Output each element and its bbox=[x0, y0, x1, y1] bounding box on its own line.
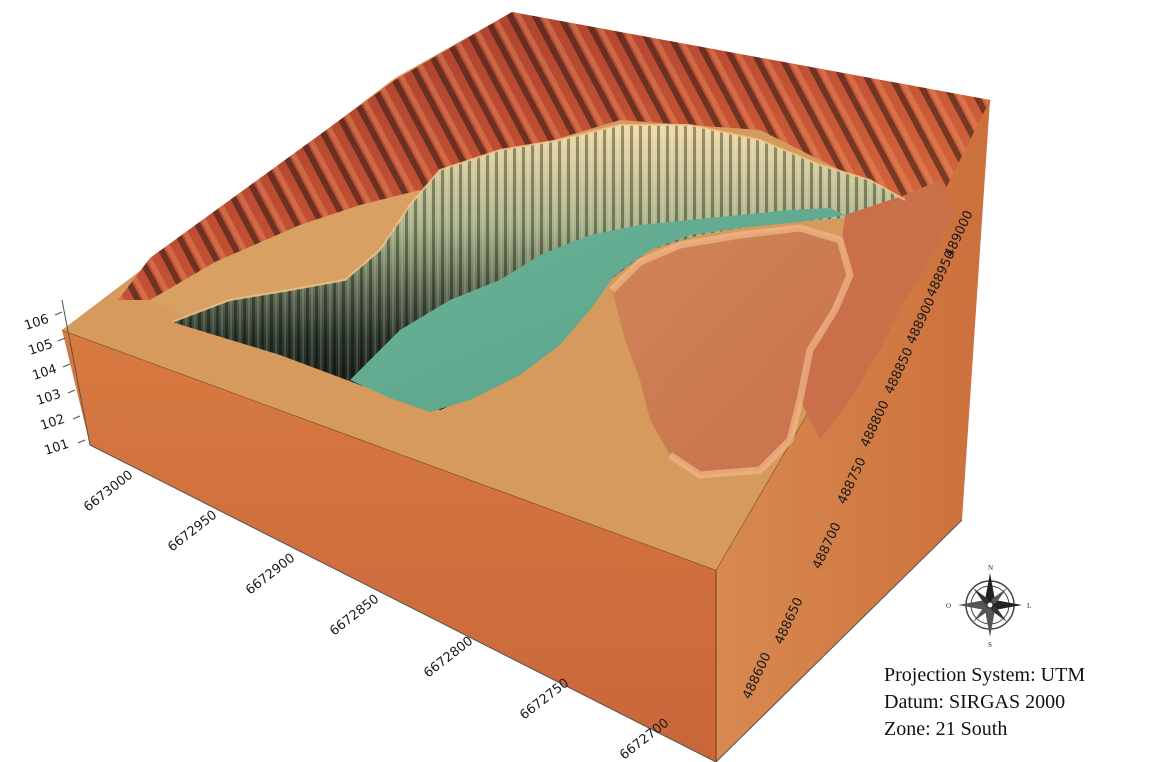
datum-text: Datum: SIRGAS 2000 bbox=[884, 691, 1066, 713]
compass-east-label: L bbox=[1027, 602, 1031, 610]
zone-text: Zone: 21 South bbox=[884, 718, 1008, 740]
elevation-tick bbox=[57, 337, 66, 342]
northing-tick-label: 6672850 bbox=[327, 592, 382, 639]
northing-tick-label: 6672750 bbox=[517, 676, 572, 723]
terrace-shading bbox=[118, 12, 990, 300]
projection-system-text: Projection System: UTM bbox=[884, 664, 1086, 686]
lowland-rim-highlight bbox=[609, 224, 854, 479]
elevation-tick-label: 102 bbox=[39, 412, 67, 434]
northing-tick-label: 6673000 bbox=[81, 468, 136, 515]
elevation-tick-label: 105 bbox=[27, 337, 55, 359]
elevation-axis: 106 105 104 103 102 101 bbox=[23, 299, 91, 459]
elevation-tick-label: 104 bbox=[31, 362, 59, 384]
lowland-right bbox=[612, 228, 850, 475]
elevation-tick bbox=[77, 439, 86, 444]
elevation-tick-label: 106 bbox=[23, 312, 51, 334]
elevation-tick-label: 103 bbox=[35, 387, 63, 409]
lowland-far-right bbox=[800, 180, 955, 440]
elevation-tick-label: 101 bbox=[43, 437, 71, 459]
left-plateau bbox=[150, 190, 440, 315]
compass-west-label: O bbox=[946, 602, 951, 610]
elevation-tick bbox=[54, 311, 63, 316]
elevation-tick bbox=[72, 415, 81, 420]
compass-north-label: N bbox=[988, 564, 993, 572]
northing-tick-label: 6672800 bbox=[421, 634, 476, 681]
elevation-tick bbox=[67, 389, 76, 394]
compass-rose-icon: N S O L bbox=[946, 564, 1031, 649]
projection-info: Projection System: UTM Datum: SIRGAS 200… bbox=[884, 662, 1085, 743]
pit-rim-edge bbox=[171, 124, 906, 323]
pit-floor-water bbox=[350, 208, 845, 412]
elevation-tick bbox=[62, 363, 71, 368]
northing-tick-label: 6672900 bbox=[243, 551, 298, 598]
northing-tick-label: 6672950 bbox=[165, 508, 220, 555]
block-front-face bbox=[62, 330, 716, 762]
compass-south-label: S bbox=[988, 641, 992, 649]
